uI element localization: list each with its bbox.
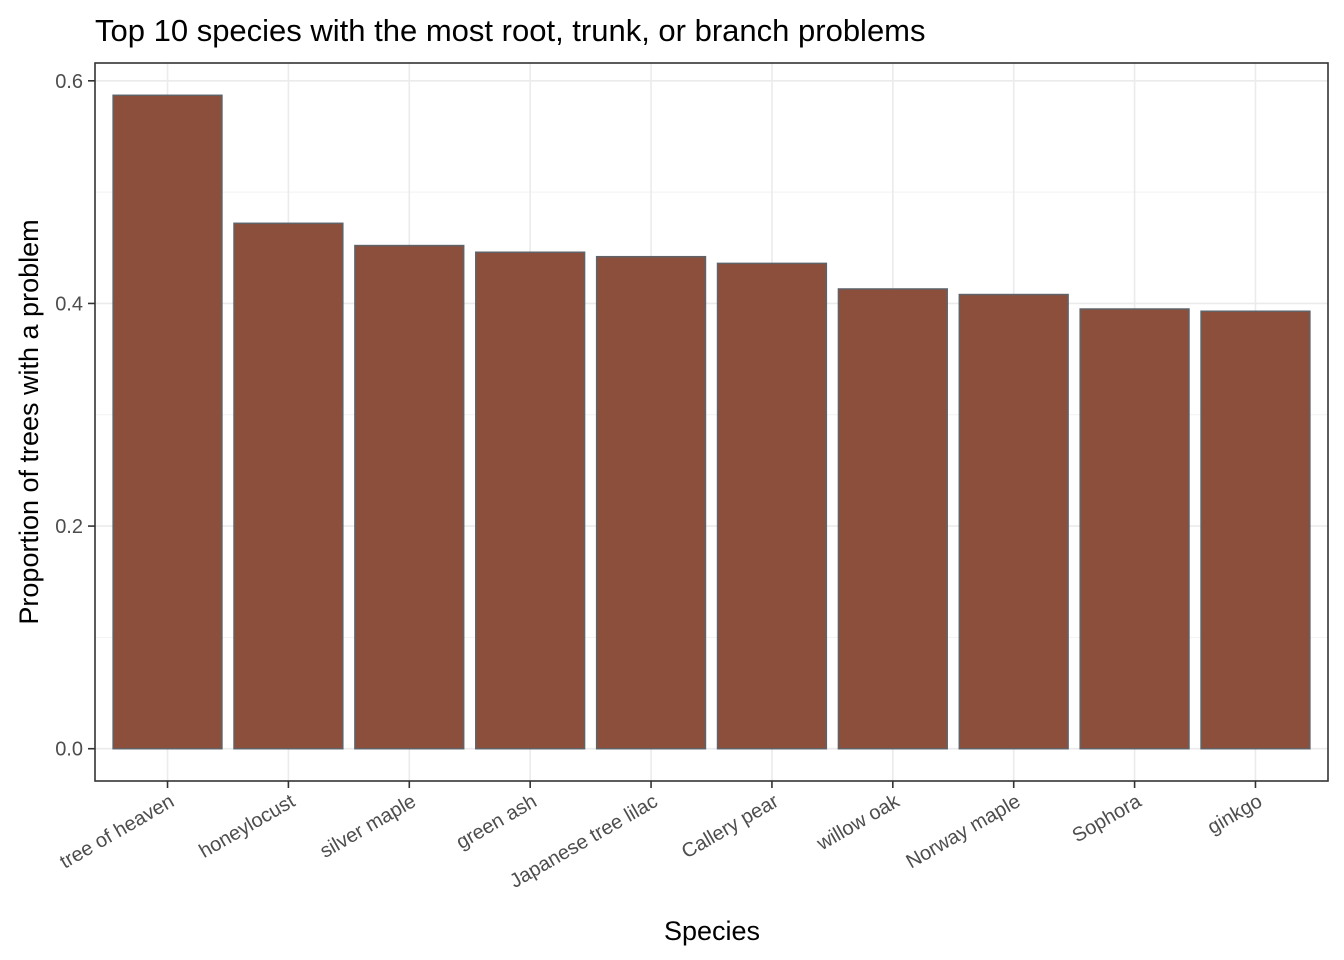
- bar: [1200, 310, 1311, 750]
- bar: [958, 293, 1069, 750]
- x-tick-label: honeylocust: [195, 790, 299, 863]
- bar: [475, 251, 586, 750]
- x-axis-title: Species: [664, 916, 760, 946]
- y-tick-label: 0.0: [55, 739, 83, 761]
- bar: [595, 255, 707, 750]
- y-axis-title: Proportion of trees with a problem: [14, 219, 44, 624]
- y-tick-label: 0.4: [55, 293, 83, 315]
- plot-panel: 0.0 0.2 0.4 0.6 tree of heaven honeylocust sil…: [55, 62, 1329, 893]
- x-tick-label: willow oak: [813, 790, 905, 856]
- bar: [233, 222, 344, 750]
- x-tick-label: Sophora: [1069, 790, 1146, 847]
- y-tick-label: 0.2: [55, 516, 83, 538]
- x-tick-label: green ash: [453, 790, 541, 854]
- bar: [1079, 308, 1190, 750]
- x-tick-label: tree of heaven: [56, 790, 178, 873]
- x-tick-label: ginkgo: [1204, 790, 1266, 839]
- x-tick-label: Callery pear: [678, 790, 783, 863]
- y-tick-label: 0.6: [55, 71, 83, 93]
- x-tick-label: Norway maple: [903, 790, 1025, 873]
- bar: [112, 94, 223, 750]
- bar: [716, 262, 828, 750]
- bar: [354, 244, 465, 750]
- plot-border: [94, 62, 1329, 782]
- bar: [837, 288, 948, 750]
- x-tick-label: silver maple: [316, 790, 419, 862]
- chart-title: Top 10 species with the most root, trunk…: [95, 13, 926, 48]
